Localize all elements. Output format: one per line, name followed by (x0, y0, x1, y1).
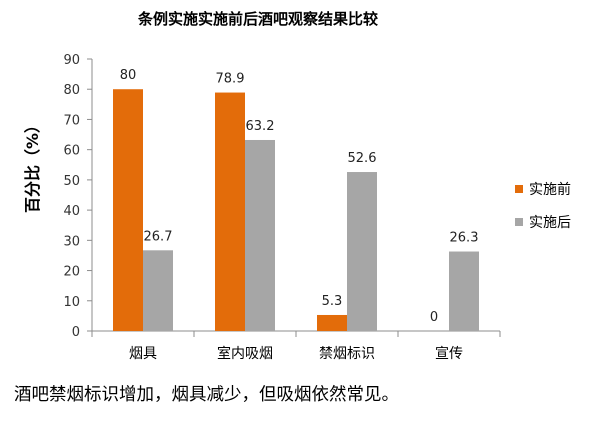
data-label: 5.3 (322, 294, 343, 309)
y-tick-label: 30 (63, 234, 80, 249)
legend-label: 实施前 (529, 181, 571, 198)
y-tick-label: 40 (63, 204, 80, 219)
legend-label: 实施后 (529, 215, 571, 231)
y-tick-label: 10 (63, 295, 80, 310)
bar-after (347, 172, 377, 331)
x-tick-group: 烟具 室内吸烟 禁烟标识 宣传 (91, 331, 501, 362)
chart-title: 条例实施实施前后酒吧观察结果比较 (137, 10, 378, 28)
data-label: 63.2 (246, 119, 275, 134)
x-tick-label: 宣传 (435, 346, 463, 362)
legend-swatch (515, 185, 523, 193)
y-tick-label: 60 (63, 144, 80, 159)
x-tick-label: 室内吸烟 (217, 345, 273, 362)
y-tick-label: 70 (63, 113, 80, 128)
data-label: 80 (120, 68, 137, 83)
caption-text: 酒吧禁烟标识增加，烟具减少，但吸烟依然常见。 (14, 385, 399, 405)
y-tick-label: 50 (63, 174, 80, 189)
data-label: 52.6 (348, 151, 377, 166)
bar-after (143, 250, 173, 331)
data-label: 26.7 (144, 229, 173, 244)
bar-chart: 条例实施实施前后酒吧观察结果比较 百分比（%） 0 10 20 30 40 50 60 70 8… (23, 10, 571, 362)
bar-before (215, 92, 245, 332)
data-label: 0 (430, 310, 438, 325)
bar-after (449, 251, 479, 331)
bar-before (113, 89, 143, 331)
bar-after (245, 139, 275, 331)
x-tick-label: 禁烟标识 (319, 346, 375, 362)
y-tick-group: 0 10 20 30 40 50 60 70 80 90 (63, 53, 92, 340)
bar-before (317, 314, 347, 331)
data-label: 78.9 (216, 72, 245, 87)
legend-swatch (515, 218, 523, 226)
y-tick-label: 90 (63, 53, 80, 68)
y-tick-label: 0 (72, 325, 80, 340)
data-label: 26.3 (450, 231, 479, 246)
bar-group: 80 78.9 5.3 0 26.7 63.2 52.6 26.3 (113, 68, 479, 332)
y-axis-label: 百分比（%） (23, 117, 42, 213)
y-tick-label: 20 (63, 265, 80, 280)
x-tick-label: 烟具 (129, 346, 157, 362)
y-tick-label: 80 (63, 83, 80, 98)
